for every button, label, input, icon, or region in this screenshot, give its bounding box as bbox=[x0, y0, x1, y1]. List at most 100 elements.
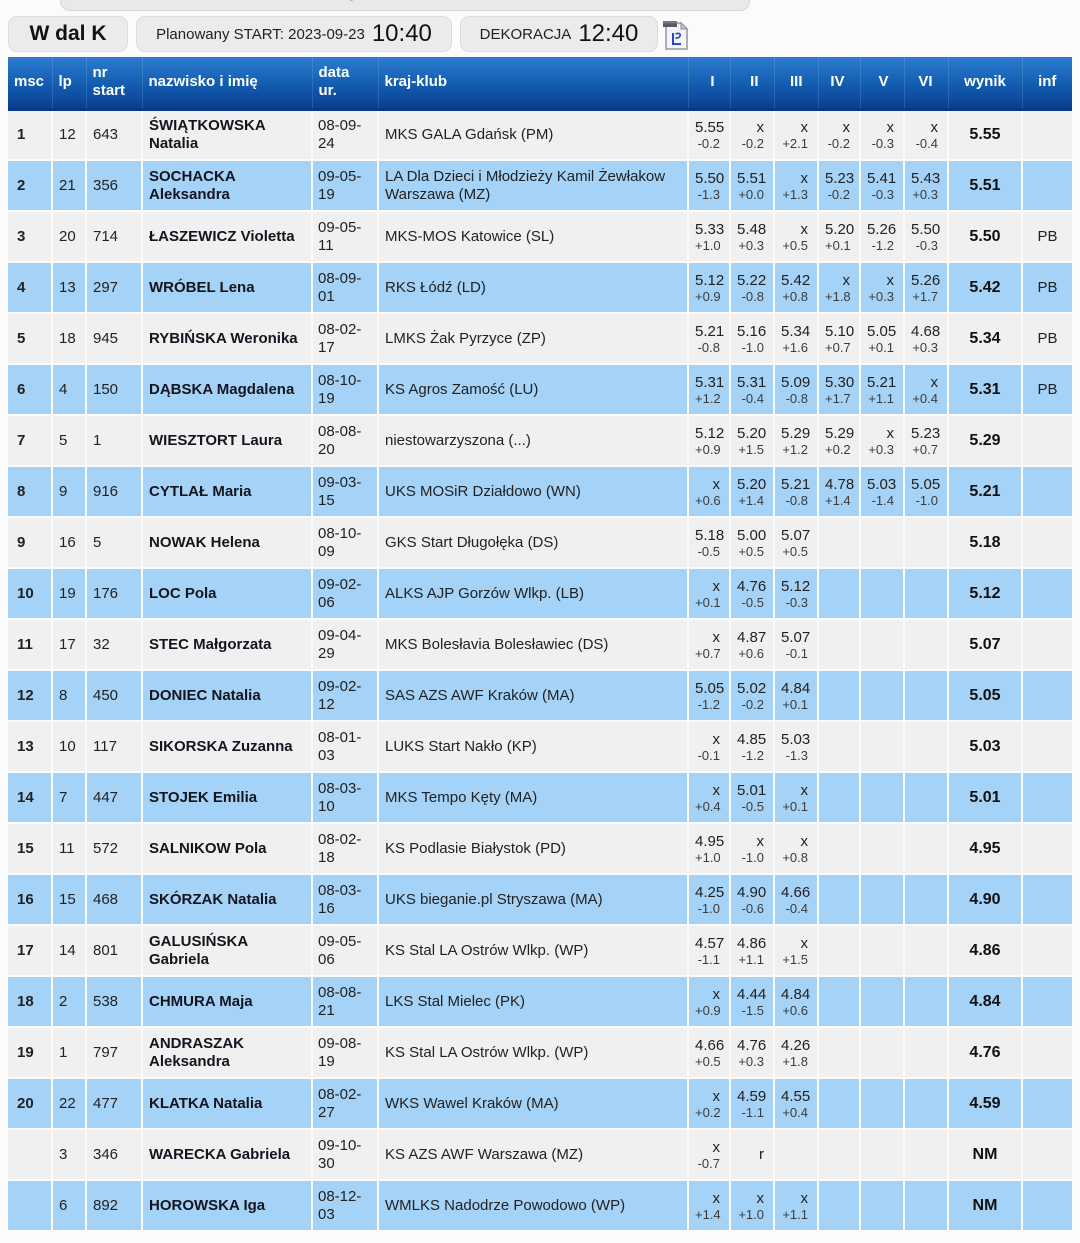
attempt-wind: +0.9 bbox=[695, 1002, 721, 1018]
attempt-cell-6 bbox=[904, 517, 949, 569]
cell-lp: 6 bbox=[52, 1180, 87, 1232]
table-row: 19 1 797 ANDRASZAK Aleksandra 09-08-19 K… bbox=[8, 1027, 1072, 1079]
attempt-wind: -0.5 bbox=[741, 798, 764, 814]
planned-start-label: Planowany START: 2023-09-23 bbox=[156, 25, 365, 43]
attempt-cell-2: 4.87 +0.6 bbox=[730, 619, 775, 671]
attempt-mark: 5.55 bbox=[695, 118, 725, 136]
header-attempt-4: IV bbox=[818, 57, 861, 111]
cell-bib: 916 bbox=[86, 466, 143, 518]
attempt-wind: -1.2 bbox=[871, 237, 894, 253]
cell-lp: 16 bbox=[52, 517, 87, 569]
cell-club: ALKS AJP Gorzów Wlkp. (LB) bbox=[378, 568, 689, 620]
attempt-wind: +1.7 bbox=[912, 288, 938, 304]
cell-position: 4 bbox=[8, 262, 53, 314]
cell-bib: 117 bbox=[86, 721, 143, 773]
cell-bib: 538 bbox=[86, 976, 143, 1028]
attempt-mark: 5.09 bbox=[781, 373, 811, 391]
cell-birth-date: 08-02-27 bbox=[312, 1078, 379, 1130]
attempt-wind: +1.1 bbox=[868, 390, 894, 406]
attempt-cell-2: x -1.0 bbox=[730, 823, 775, 875]
cell-result: 5.50 bbox=[948, 211, 1023, 263]
cell-birth-date: 08-12-03 bbox=[312, 1180, 379, 1232]
attempt-cell-2: 5.20 +1.5 bbox=[730, 415, 775, 467]
attempt-wind: -0.3 bbox=[915, 237, 938, 253]
attempt-wind: +1.4 bbox=[695, 1206, 721, 1222]
attempt-mark: 4.86 bbox=[737, 934, 767, 952]
attempt-cell-2: 4.76 -0.5 bbox=[730, 568, 775, 620]
attempt-wind: -0.5 bbox=[741, 594, 764, 610]
cell-lp: 15 bbox=[52, 874, 87, 926]
attempt-cell-2: 5.31 -0.4 bbox=[730, 364, 775, 416]
cell-athlete-name: DONIEC Natalia bbox=[142, 670, 313, 722]
attempt-mark: 5.48 bbox=[737, 220, 767, 238]
attempt-cell-3: x +1.3 bbox=[774, 160, 819, 212]
attempt-mark: 5.07 bbox=[781, 526, 811, 544]
attempt-mark: x bbox=[712, 577, 721, 595]
attempt-wind: -0.2 bbox=[697, 135, 720, 151]
cell-info: PB bbox=[1022, 262, 1072, 314]
attempt-mark: 5.20 bbox=[737, 424, 767, 442]
cell-position: 1 bbox=[8, 109, 53, 161]
cell-bib: 892 bbox=[86, 1180, 143, 1232]
attempt-wind: +1.8 bbox=[782, 1053, 808, 1069]
cell-position: 5 bbox=[8, 313, 53, 365]
attempt-cell-4 bbox=[818, 721, 861, 773]
pdf-export-icon[interactable] bbox=[662, 19, 690, 51]
cell-athlete-name: STOJEK Emilia bbox=[142, 772, 313, 824]
update-timestamp-button[interactable]: aktualizacja: 2023-09-23 12:12:21 bbox=[60, 0, 750, 11]
cell-result: 5.29 bbox=[948, 415, 1023, 467]
attempt-cell-5 bbox=[860, 976, 905, 1028]
cell-club: KS Stal LA Ostrów Wlkp. (WP) bbox=[378, 1027, 689, 1079]
attempt-cell-4: x -0.2 bbox=[818, 109, 861, 161]
cell-lp: 22 bbox=[52, 1078, 87, 1130]
attempt-mark: 4.76 bbox=[737, 1036, 767, 1054]
attempt-cell-1: x -0.1 bbox=[688, 721, 731, 773]
header-attempt-3: III bbox=[774, 57, 819, 111]
attempt-cell-5 bbox=[860, 568, 905, 620]
attempt-wind: +0.9 bbox=[695, 288, 721, 304]
attempt-cell-3: 5.09 -0.8 bbox=[774, 364, 819, 416]
cell-bib: 150 bbox=[86, 364, 143, 416]
cell-info: PB bbox=[1022, 211, 1072, 263]
attempt-cell-6 bbox=[904, 823, 949, 875]
cell-info bbox=[1022, 976, 1072, 1028]
table-row: 5 18 945 RYBIŃSKA Weronika 08-02-17 LMKS… bbox=[8, 313, 1072, 365]
attempt-cell-6 bbox=[904, 1180, 949, 1232]
cell-athlete-name: SKÓRZAK Natalia bbox=[142, 874, 313, 926]
attempt-wind: +1.5 bbox=[738, 441, 764, 457]
header-club: kraj-klub bbox=[378, 57, 689, 111]
attempt-wind: +0.8 bbox=[782, 849, 808, 865]
attempt-mark: x bbox=[756, 118, 765, 136]
cell-result: 5.05 bbox=[948, 670, 1023, 722]
attempt-wind: +0.7 bbox=[912, 441, 938, 457]
attempt-mark: 5.34 bbox=[781, 322, 811, 340]
attempt-mark: 5.30 bbox=[825, 373, 855, 391]
attempt-mark: 5.41 bbox=[867, 169, 897, 187]
attempt-wind: +0.7 bbox=[695, 645, 721, 661]
attempt-cell-1: 4.66 +0.5 bbox=[688, 1027, 731, 1079]
attempt-mark: 5.05 bbox=[911, 475, 941, 493]
cell-athlete-name: ŚWIĄTKOWSKA Natalia bbox=[142, 109, 313, 161]
table-row: 3 346 WARECKA Gabriela 09-10-30 KS AZS A… bbox=[8, 1129, 1072, 1181]
cell-athlete-name: NOWAK Helena bbox=[142, 517, 313, 569]
attempt-mark: 5.20 bbox=[737, 475, 767, 493]
event-name-button[interactable]: W dal K bbox=[8, 16, 128, 52]
attempt-cell-2: x +1.0 bbox=[730, 1180, 775, 1232]
attempt-cell-5: 5.26 -1.2 bbox=[860, 211, 905, 263]
attempt-cell-1: 5.18 -0.5 bbox=[688, 517, 731, 569]
attempt-mark: 4.76 bbox=[737, 577, 767, 595]
attempt-wind: -1.1 bbox=[697, 951, 720, 967]
attempt-cell-5 bbox=[860, 772, 905, 824]
attempt-cell-3: x +1.1 bbox=[774, 1180, 819, 1232]
attempt-cell-3: 4.26 +1.8 bbox=[774, 1027, 819, 1079]
attempt-wind: +1.1 bbox=[782, 1206, 808, 1222]
attempt-mark: x bbox=[712, 1189, 721, 1207]
cell-athlete-name: WARECKA Gabriela bbox=[142, 1129, 313, 1181]
attempt-mark: 5.31 bbox=[695, 373, 725, 391]
attempt-cell-6: 5.50 -0.3 bbox=[904, 211, 949, 263]
cell-athlete-name: CYTLAŁ Maria bbox=[142, 466, 313, 518]
attempt-wind: +1.0 bbox=[695, 849, 721, 865]
attempt-cell-3: 4.55 +0.4 bbox=[774, 1078, 819, 1130]
attempt-cell-4 bbox=[818, 772, 861, 824]
attempt-wind: +0.1 bbox=[825, 237, 851, 253]
